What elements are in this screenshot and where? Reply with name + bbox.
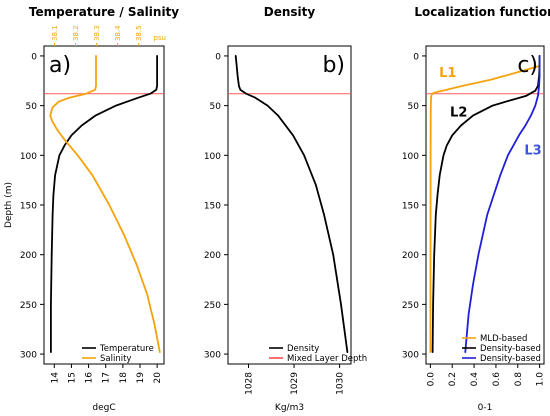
y-tick-label: 50: [210, 102, 222, 112]
y-tick-label: 50: [408, 102, 420, 112]
series-line-mld-based: [429, 65, 541, 354]
y-tick-label: 200: [204, 251, 221, 261]
legend-entry: Density: [287, 344, 319, 354]
x-tick-label: 16: [85, 372, 95, 384]
y-tick-label: 200: [402, 251, 419, 261]
x-tick-label: 20: [153, 372, 163, 384]
series-line-density-based: [431, 55, 541, 354]
x-axis-label: degC: [92, 403, 115, 413]
series-line-temperature: [50, 55, 159, 354]
x-tick-label: 15: [67, 372, 77, 383]
legend-entry: MLD-based: [480, 334, 527, 344]
panel-letter: b): [322, 53, 345, 78]
y-tick-label: 150: [402, 202, 419, 212]
series-annotation: L2: [450, 106, 467, 121]
panel-b: Density 0 50 100 150 200 250 300 1028 1029 1030 Kg/…: [204, 5, 367, 413]
y-tick-label: 100: [204, 152, 221, 162]
top-axis-tick-label: 38.2: [72, 25, 80, 41]
y-tick-label: 150: [204, 202, 221, 212]
y-tick-label: 0: [413, 52, 419, 62]
top-axis-tick-label: 38.1: [51, 25, 59, 41]
x-tick-label: 0.2: [448, 372, 458, 386]
top-axis-tick-label: 38.5: [135, 25, 143, 41]
y-tick-label: 0: [31, 52, 37, 62]
series-line-density: [234, 55, 349, 354]
x-tick-label: 19: [136, 372, 146, 384]
top-axis-label: psu: [153, 34, 166, 42]
x-tick-label: 0.6: [492, 372, 502, 387]
y-tick-label: 150: [20, 202, 37, 212]
x-tick-label: 1.0: [536, 372, 546, 387]
y-tick-label: 100: [20, 152, 37, 162]
x-tick-label: 0.4: [470, 372, 480, 387]
y-tick-label: 0: [215, 52, 221, 62]
x-tick-label: 0.0: [426, 372, 436, 387]
x-tick-label: 18: [119, 372, 129, 384]
panel-letter: c): [517, 53, 538, 78]
y-tick-label: 300: [204, 351, 221, 361]
series-line-density-based: [464, 55, 541, 354]
panel-letter: a): [49, 53, 71, 78]
y-axis-label: Depth (m): [4, 182, 14, 228]
x-axis-label: 0-1: [478, 403, 493, 413]
x-axis-label: Kg/m3: [275, 403, 304, 413]
x-tick-label: 14: [50, 372, 60, 384]
y-tick-label: 300: [20, 351, 37, 361]
panel-title: Temperature / Salinity: [29, 5, 179, 19]
top-axis-tick-label: 38.4: [114, 25, 122, 41]
y-tick-label: 200: [20, 251, 37, 261]
legend-entry: Density-based: [480, 354, 541, 364]
series-line-salinity: [49, 55, 161, 354]
panel-title: Localization function: [414, 5, 550, 19]
legend-entry: Mixed Layer Depth: [287, 354, 367, 364]
y-tick-label: 50: [26, 102, 38, 112]
panel-c: Localization function 0 50 100 150 200 250 300 0…: [402, 5, 550, 413]
x-tick-label: 17: [102, 372, 112, 383]
y-tick-label: 300: [402, 351, 419, 361]
panel-a: Temperature / Salinity 0 50 100 150 200 250 300…: [4, 5, 179, 413]
y-tick-label: 250: [20, 301, 37, 311]
series-annotation: L3: [524, 143, 541, 158]
y-tick-label: 100: [402, 152, 419, 162]
x-tick-label: 1030: [336, 372, 346, 395]
legend-entry: Density-based: [480, 344, 541, 354]
x-tick-label: 1029: [290, 372, 300, 395]
panel-title: Density: [264, 5, 316, 19]
series-annotation: L1: [439, 66, 456, 81]
x-tick-label: 0.8: [514, 372, 524, 387]
legend-entry: Temperature: [99, 344, 154, 354]
y-tick-label: 250: [402, 301, 419, 311]
top-axis-tick-label: 38.3: [93, 25, 101, 41]
y-tick-label: 250: [204, 301, 221, 311]
x-tick-label: 1028: [245, 372, 255, 395]
legend-entry: Salinity: [100, 354, 131, 364]
panels: Temperature / Salinity050100150200250300…: [4, 5, 550, 413]
